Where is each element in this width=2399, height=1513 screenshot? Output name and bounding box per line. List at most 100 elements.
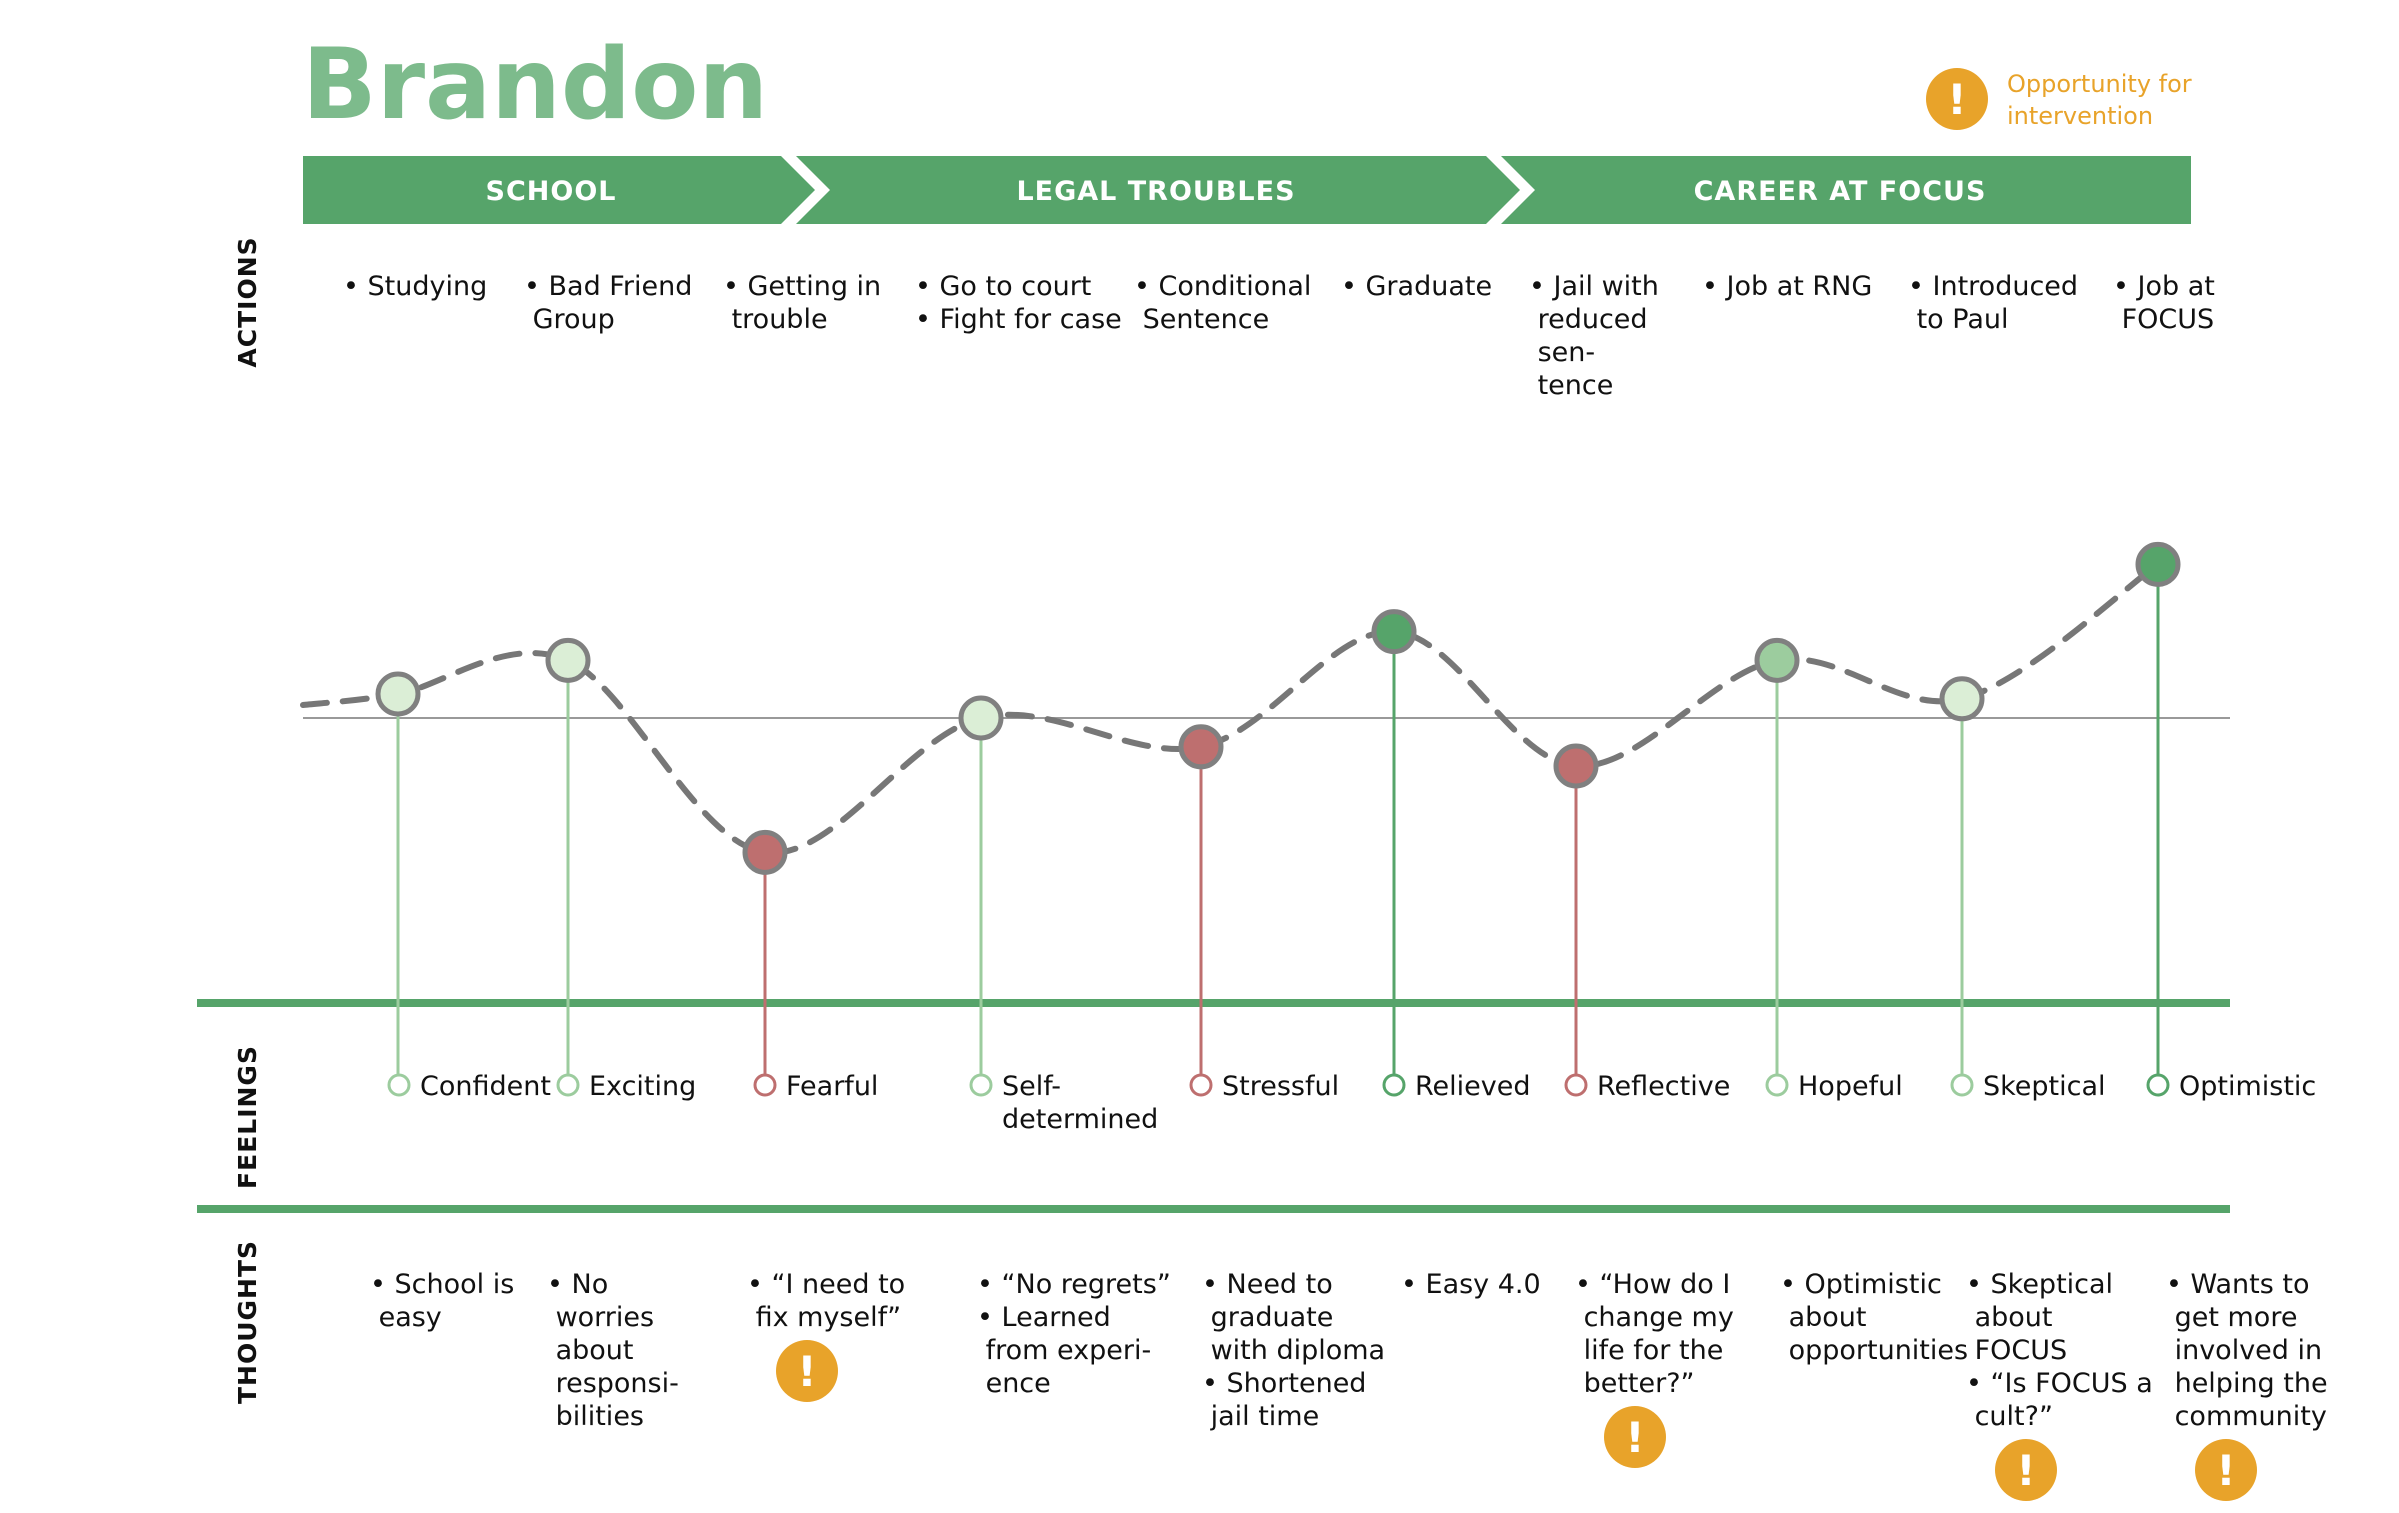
- emotion-point: [2135, 541, 2181, 587]
- thought-text-line: from experi-: [977, 1335, 1151, 1366]
- action-text: • Introduced to Paul: [1908, 271, 2078, 335]
- thought-text-line: change my: [1575, 1302, 1734, 1333]
- action-text-line: • Job at RNG: [1702, 271, 1872, 302]
- row-label-thoughts: THOUGHTS: [233, 1240, 262, 1404]
- thought-text-line: • Skeptical: [1966, 1269, 2113, 1300]
- action-text-line: reduced: [1529, 304, 1648, 335]
- thought-text-line: fix myself”: [747, 1302, 901, 1333]
- legend: ! Opportunity for intervention: [1926, 68, 2192, 130]
- stage-bar: SCHOOL LEGAL TROUBLES CAREER AT FOCUS: [303, 156, 2191, 224]
- thought-text: • Optimistic about opportunities: [1780, 1269, 1968, 1366]
- stage-label-legal-troubles: LEGAL TROUBLES: [1016, 176, 1295, 207]
- thought-text-line: life for the: [1575, 1335, 1723, 1366]
- thought-text-line: • “I need to: [747, 1269, 905, 1300]
- thought-text-line: bilities: [547, 1401, 644, 1432]
- action-text-line: • Getting in: [723, 271, 881, 302]
- exclamation-glyph: !: [2016, 1446, 2035, 1495]
- emotion-point: [958, 695, 1004, 741]
- feeling-label: Fearful: [786, 1071, 878, 1102]
- feeling-label: Optimistic: [2179, 1071, 2316, 1102]
- thought-text-line: jail time: [1202, 1401, 1319, 1432]
- thought-text-line: about: [547, 1335, 633, 1366]
- thought-text: • Learned from experi- ence: [977, 1302, 1151, 1399]
- thought-text: • No worries about responsi- bilities: [547, 1269, 679, 1432]
- thought-text-line: responsi-: [547, 1368, 679, 1399]
- feeling-stems: [396, 564, 2160, 1085]
- feeling-label-line: Skeptical: [1983, 1071, 2106, 1102]
- thought-text-line: • Easy 4.0: [1401, 1269, 1541, 1300]
- thought-text-line: opportunities: [1780, 1335, 1968, 1366]
- thought-text-line: • Shortened: [1202, 1368, 1366, 1399]
- feeling-label: Skeptical: [1983, 1071, 2106, 1102]
- thought-text: • “No regrets”: [977, 1269, 1171, 1300]
- action-text-line: sen-: [1529, 337, 1595, 368]
- feeling-label-line: Self-: [1002, 1071, 1061, 1102]
- thought-text-line: helping the: [2166, 1368, 2328, 1399]
- emotion-point: [1754, 637, 1800, 683]
- feeling-label-line: Hopeful: [1798, 1071, 1903, 1102]
- row-label-actions: ACTIONS: [233, 236, 262, 367]
- emotion-point: [1178, 724, 1224, 770]
- action-text: • Go to court: [915, 271, 1091, 302]
- feeling-label: Stressful: [1222, 1071, 1339, 1102]
- action-text: • Job at FOCUS: [2113, 271, 2215, 335]
- thought-text-line: worries: [547, 1302, 654, 1333]
- action-text-line: Group: [524, 304, 615, 335]
- action-text: • Graduate: [1341, 271, 1492, 302]
- thought-text-line: • Wants to: [2166, 1269, 2309, 1300]
- feeling-label: Confident: [420, 1071, 551, 1102]
- exclamation-alert-icon: [1926, 68, 1988, 130]
- thought-text: • Easy 4.0: [1401, 1269, 1541, 1300]
- emotion-curve: [300, 561, 2161, 856]
- emotion-point: [742, 829, 788, 875]
- thought-text: • “How do I change my life for the bette…: [1575, 1269, 1734, 1399]
- feeling-label: Hopeful: [1798, 1071, 1903, 1102]
- stage-legal-troubles-chevron: [796, 156, 1520, 224]
- feelings-divider-bottom: [197, 1205, 2230, 1213]
- thought-text-line: • Learned: [977, 1302, 1111, 1333]
- feeling-marker: [556, 1073, 580, 1097]
- action-text: • Getting in trouble: [723, 271, 881, 335]
- feeling-label-line: Confident: [420, 1071, 551, 1102]
- thought-text-line: ence: [977, 1368, 1051, 1399]
- feeling-label: Self-determined: [1002, 1071, 1158, 1135]
- feeling-marker: [1189, 1073, 1213, 1097]
- thought-text-line: involved in: [2166, 1335, 2322, 1366]
- action-text-line: • Jail with: [1529, 271, 1659, 302]
- thought-text-line: FOCUS: [1966, 1335, 2067, 1366]
- feeling-label-line: Reflective: [1597, 1071, 1730, 1102]
- thought-text-line: cult?”: [1966, 1401, 2053, 1432]
- feeling-marker: [1564, 1073, 1588, 1097]
- action-text-line: • Bad Friend: [524, 271, 692, 302]
- feeling-label-line: Exciting: [589, 1071, 696, 1102]
- feeling-label-line: Fearful: [786, 1071, 878, 1102]
- stage-career-chevron: [1501, 156, 2191, 224]
- feeling-label: Exciting: [589, 1071, 696, 1102]
- thought-text: • Need to graduate with diploma: [1202, 1269, 1385, 1366]
- emotion-point: [375, 671, 421, 717]
- feeling-label: Relieved: [1415, 1071, 1531, 1102]
- action-text: • Conditional Sentence: [1134, 271, 1311, 335]
- legend-line-1: Opportunity for: [2007, 70, 2192, 98]
- feeling-marker: [387, 1073, 411, 1097]
- thought-text: • Wants to get more involved in helping …: [2166, 1269, 2328, 1432]
- thought-text: • Shortened jail time: [1202, 1368, 1366, 1432]
- feelings-divider-top: [197, 999, 2230, 1007]
- action-text-line: FOCUS: [2113, 304, 2214, 335]
- action-text: • Fight for case: [915, 304, 1122, 335]
- emotion-point: [1371, 609, 1417, 655]
- exclamation-glyph: !: [1625, 1413, 1644, 1462]
- action-text: • Jail with reduced sen- tence: [1529, 271, 1659, 401]
- thought-text-line: graduate: [1202, 1302, 1333, 1333]
- action-text-line: • Go to court: [915, 271, 1091, 302]
- action-text-line: tence: [1529, 370, 1613, 401]
- legend-line-2: intervention: [2007, 102, 2153, 130]
- thought-text-line: • Need to: [1202, 1269, 1333, 1300]
- feeling-marker: [969, 1073, 993, 1097]
- feeling-marker: [2146, 1073, 2170, 1097]
- thought-text-line: • “No regrets”: [977, 1269, 1171, 1300]
- action-text: • Studying: [343, 271, 487, 302]
- thought-text-line: about: [1780, 1302, 1866, 1333]
- action-text-line: to Paul: [1908, 304, 2009, 335]
